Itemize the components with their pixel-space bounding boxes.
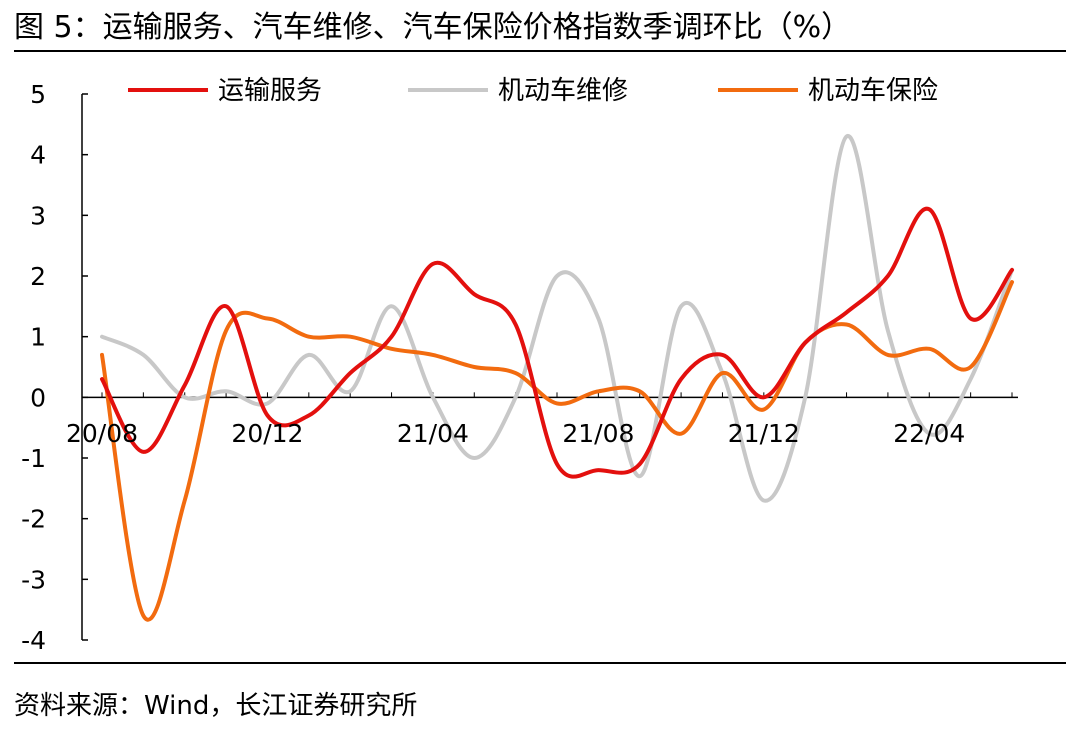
chart-series bbox=[100, 134, 1014, 622]
y-tick-label: -4 bbox=[21, 626, 46, 655]
x-tick-label: 20/08 bbox=[66, 419, 138, 448]
title-rule bbox=[14, 50, 1066, 52]
x-tick-label: 20/12 bbox=[231, 419, 303, 448]
y-tick-label: -2 bbox=[21, 505, 46, 534]
y-tick-label: 0 bbox=[30, 383, 46, 412]
y-tick-label: 3 bbox=[30, 201, 46, 230]
line-chart: 运输服务 机动车维修 机动车保险 5 4 3 2 1 0 -1 -2 -3 -4 20/08 20/12… bbox=[21, 76, 1018, 655]
y-tick-label: 4 bbox=[30, 141, 46, 170]
legend-label: 机动车保险 bbox=[808, 76, 938, 106]
chart-axes: 5 4 3 2 1 0 -1 -2 -3 -4 bbox=[21, 80, 1018, 655]
x-axis-labels: 20/08 20/12 21/04 21/08 21/12 22/04 bbox=[66, 419, 965, 448]
y-tick-label: -3 bbox=[21, 565, 46, 594]
chart-legend: 运输服务 机动车维修 机动车保险 bbox=[128, 76, 938, 106]
figure-source: 资料来源：Wind，长江证券研究所 bbox=[14, 691, 418, 721]
series-line-2 bbox=[100, 134, 1014, 503]
x-tick-label: 21/12 bbox=[728, 419, 800, 448]
legend-label: 机动车维修 bbox=[498, 76, 628, 106]
x-tick-label: 21/08 bbox=[562, 419, 634, 448]
x-tick-label: 22/04 bbox=[893, 419, 965, 448]
y-tick-label: 2 bbox=[30, 262, 46, 291]
y-tick-label: 1 bbox=[30, 323, 46, 352]
series-line-3 bbox=[100, 280, 1014, 622]
x-tick-label: 21/04 bbox=[397, 419, 469, 448]
source-rule bbox=[14, 662, 1066, 664]
y-tick-label: -1 bbox=[21, 444, 46, 473]
figure-title: 图 5：运输服务、汽车维修、汽车保险价格指数季调环比（%） bbox=[14, 10, 852, 45]
y-tick-label: 5 bbox=[30, 80, 46, 109]
series-line-1 bbox=[100, 206, 1014, 479]
legend-label: 运输服务 bbox=[218, 76, 322, 106]
